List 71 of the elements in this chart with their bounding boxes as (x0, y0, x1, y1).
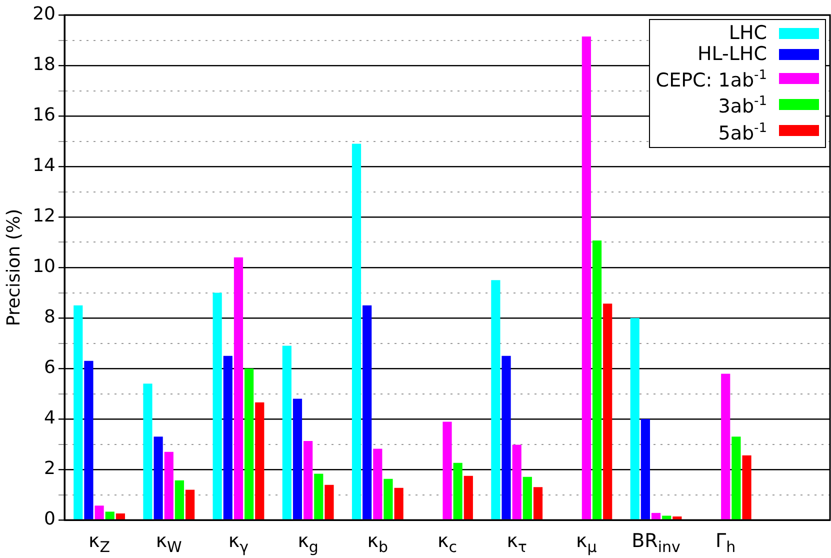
y-tick-label: 2 (44, 458, 56, 480)
bar (154, 436, 163, 520)
bar (742, 455, 752, 520)
bar (84, 360, 94, 520)
bar (74, 305, 83, 520)
y-tick-label: 14 (32, 155, 56, 176)
y-tick-label: 18 (32, 54, 56, 76)
x-tick-label: Γ$_{h}$ (716, 530, 736, 556)
legend-label: 5ab$^{-1}$ (718, 120, 767, 144)
bar (502, 356, 511, 520)
bar (464, 476, 473, 520)
x-tick-label: κ$_{Z}$ (88, 530, 110, 556)
x-tick-label: κ$_{γ}$ (228, 530, 249, 556)
legend-label: CEPC: 1ab$^{-1}$ (656, 67, 767, 92)
y-tick-label: 8 (44, 306, 56, 328)
bar (582, 36, 591, 520)
bar (314, 474, 324, 520)
bar (143, 384, 152, 520)
bar (522, 476, 532, 520)
x-tick-label: κ$_{W}$ (156, 530, 182, 556)
bar (384, 478, 393, 520)
bar (362, 305, 372, 520)
bar (94, 506, 104, 520)
bar (640, 419, 650, 520)
bar (324, 484, 334, 520)
y-tick-label: 12 (32, 206, 56, 227)
bar (244, 368, 254, 520)
x-tick-label: κ$_{b}$ (367, 530, 388, 556)
bar (292, 398, 302, 520)
legend-label: 3ab$^{-1}$ (718, 93, 767, 118)
y-tick-label: 10 (32, 256, 56, 278)
bar (174, 480, 184, 520)
bar (255, 402, 264, 520)
y-tick-label: 16 (32, 104, 56, 126)
bar (105, 512, 114, 520)
bar (453, 462, 462, 520)
bar (116, 513, 126, 520)
bar (533, 487, 543, 520)
x-tick-label: BR$_{inv}$ (632, 530, 680, 556)
x-tick-label: κ$_{g}$ (298, 530, 318, 556)
bar (603, 304, 612, 520)
bar (212, 292, 222, 520)
y-tick-label: 4 (44, 408, 56, 429)
bar (234, 257, 244, 520)
legend-label: LHC (728, 22, 767, 44)
bar (442, 422, 452, 520)
bar (394, 488, 404, 520)
x-tick-label: κ$_{τ}$ (506, 530, 527, 556)
y-tick-label: 0 (44, 508, 56, 530)
bar (352, 144, 362, 520)
bar (373, 448, 382, 520)
bar (592, 240, 602, 520)
y-tick-label: 6 (44, 357, 56, 378)
bar (164, 452, 174, 520)
legend-label: HL-LHC (697, 43, 767, 65)
bar (651, 512, 661, 520)
bar (491, 280, 500, 520)
bar (512, 444, 522, 520)
bar (672, 516, 682, 520)
x-tick-label: κ$_{c}$ (438, 530, 457, 556)
bar (223, 356, 232, 520)
bar (721, 374, 730, 520)
y-tick-label: 20 (32, 4, 56, 25)
bar (630, 318, 640, 520)
y-axis-title: Precision (%) (3, 208, 24, 326)
bar (304, 440, 313, 520)
bar (662, 516, 672, 520)
x-tick-label: κ$_{μ}$ (576, 530, 597, 556)
bar (732, 436, 741, 520)
bar (185, 490, 195, 520)
bar (282, 346, 292, 520)
